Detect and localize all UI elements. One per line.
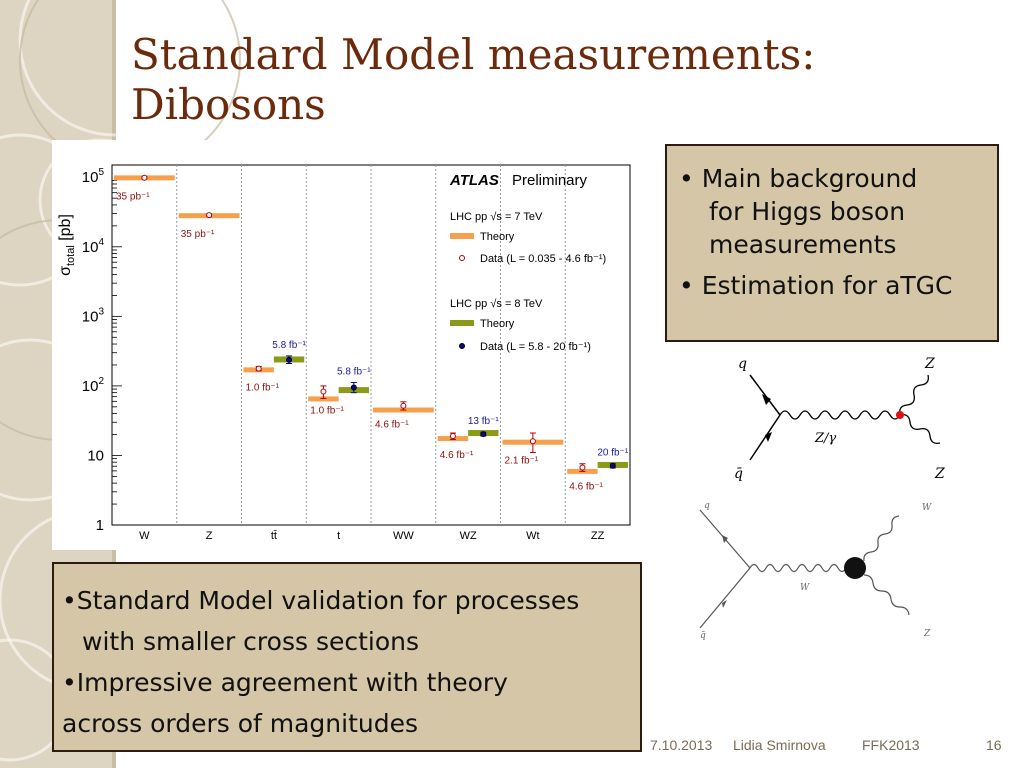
- data-7tev-point: [255, 365, 262, 372]
- x-tick-label: Z: [206, 530, 213, 542]
- data-7tev-point: [400, 402, 407, 409]
- data-7tev-point: [449, 433, 456, 440]
- label-z-top: Z: [924, 356, 935, 372]
- data-7tev-point: [320, 388, 327, 395]
- luminosity-label: 1.0 fb⁻¹: [246, 383, 280, 394]
- chart-title: ATLAS: [449, 172, 499, 189]
- y-axis-label: σtotal [pb]: [57, 214, 77, 276]
- info-line: across orders of magnitudes: [62, 709, 419, 738]
- chart-title-suffix: Preliminary: [512, 172, 588, 189]
- legend-theory-8tev-swatch: [450, 320, 474, 326]
- info-line: • Main background: [679, 164, 918, 193]
- label-z-bottom: Z: [934, 466, 945, 482]
- legend-data-7tev-marker: [459, 255, 465, 261]
- y-tick-label: 102: [82, 376, 105, 395]
- luminosity-label: 4.6 fb⁻¹: [375, 420, 409, 431]
- w-propagator-wave: [749, 563, 855, 573]
- data-7tev-point: [529, 438, 536, 445]
- info-line: with smaller cross sections: [82, 627, 420, 656]
- luminosity-label: 2.1 fb⁻¹: [505, 455, 539, 466]
- info-line: measurements: [709, 230, 897, 259]
- luminosity-label: 35 pb⁻¹: [116, 192, 150, 203]
- x-tick-label: W: [139, 530, 150, 542]
- info-line: for Higgs boson: [709, 197, 906, 226]
- z-propagator-wave: [779, 410, 901, 420]
- slide-title: Standard Model measurements: Dibosons: [131, 30, 816, 129]
- legend-group-8tev: LHC pp √s = 8 TeV: [450, 298, 543, 310]
- x-tick-label: tt̄: [271, 530, 277, 542]
- data-8tev-point: [286, 356, 293, 363]
- footer-author: Lidia Smirnova: [733, 737, 826, 753]
- y-tick-label: 104: [82, 237, 105, 256]
- x-tick-label: Wt: [526, 530, 539, 542]
- legend-theory-7tev: Theory: [480, 231, 515, 243]
- info-line: • Estimation for aTGC: [679, 271, 953, 300]
- luminosity-label: 1.0 fb⁻¹: [310, 406, 344, 417]
- feynman-diagram-zz: q q̄ Z Z Z/γ: [734, 356, 945, 482]
- luminosity-label: 4.6 fb⁻¹: [569, 482, 603, 493]
- label-w-propagator: W: [800, 583, 810, 593]
- x-tick-label: ZZ: [591, 530, 605, 542]
- y-tick-label: 105: [82, 167, 105, 186]
- label-q: q: [738, 356, 747, 372]
- data-8tev-point: [609, 462, 616, 469]
- x-tick-label: WW: [393, 530, 414, 542]
- luminosity-label: 35 pb⁻¹: [181, 229, 215, 240]
- label-propagator: Z/γ: [814, 431, 836, 446]
- label-q: q: [704, 501, 710, 511]
- y-tick-label: 10: [87, 447, 104, 464]
- label-qbar: q̄: [700, 631, 706, 641]
- label-z-out: Z: [923, 629, 931, 639]
- legend-theory-7tev-swatch: [450, 233, 474, 239]
- data-7tev-point: [206, 212, 213, 219]
- info-line: •Standard Model validation for processes: [62, 586, 580, 615]
- info-line: •Impressive agreement with theory: [62, 668, 508, 697]
- luminosity-label: 5.8 fb⁻¹: [272, 340, 306, 351]
- info-box-higgs: • Main background for Higgs boson measur…: [665, 144, 999, 342]
- x-tick-label: t: [337, 530, 340, 542]
- legend-group-7tev: LHC pp √s = 7 TeV: [450, 211, 543, 223]
- info-box-validation: •Standard Model validation for processes…: [52, 562, 642, 752]
- x-tick-label: WZ: [460, 530, 477, 542]
- legend-data-8tev: Data (L = 5.8 - 20 fb⁻¹): [480, 341, 591, 353]
- data-7tev-point: [579, 464, 586, 471]
- footer-page-number: 16: [986, 737, 1002, 753]
- luminosity-label: 5.8 fb⁻¹: [337, 366, 371, 377]
- luminosity-label: 4.6 fb⁻¹: [440, 450, 474, 461]
- legend-data-8tev-marker: [459, 343, 465, 349]
- feynman-diagram-wz: q q̄ W W Z: [699, 501, 932, 641]
- legend-data-7tev: Data (L = 0.035 - 4.6 fb⁻¹): [480, 253, 606, 265]
- y-tick-label: 103: [82, 306, 105, 325]
- luminosity-label: 13 fb⁻¹: [468, 416, 500, 427]
- label-qbar: q̄: [734, 466, 743, 482]
- data-7tev-point: [141, 174, 148, 181]
- data-8tev-point: [350, 384, 357, 391]
- legend-theory-8tev: Theory: [480, 318, 515, 330]
- luminosity-label: 20 fb⁻¹: [597, 448, 629, 459]
- y-tick-label: 1: [96, 517, 104, 534]
- data-8tev-point: [480, 431, 487, 438]
- footer-event: FFK2013: [862, 737, 920, 753]
- footer-date: 7.10.2013: [650, 737, 713, 753]
- label-w-out: W: [922, 503, 932, 513]
